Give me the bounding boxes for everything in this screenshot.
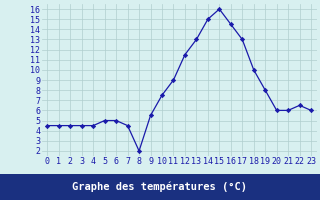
- Text: Graphe des températures (°C): Graphe des températures (°C): [73, 182, 247, 192]
